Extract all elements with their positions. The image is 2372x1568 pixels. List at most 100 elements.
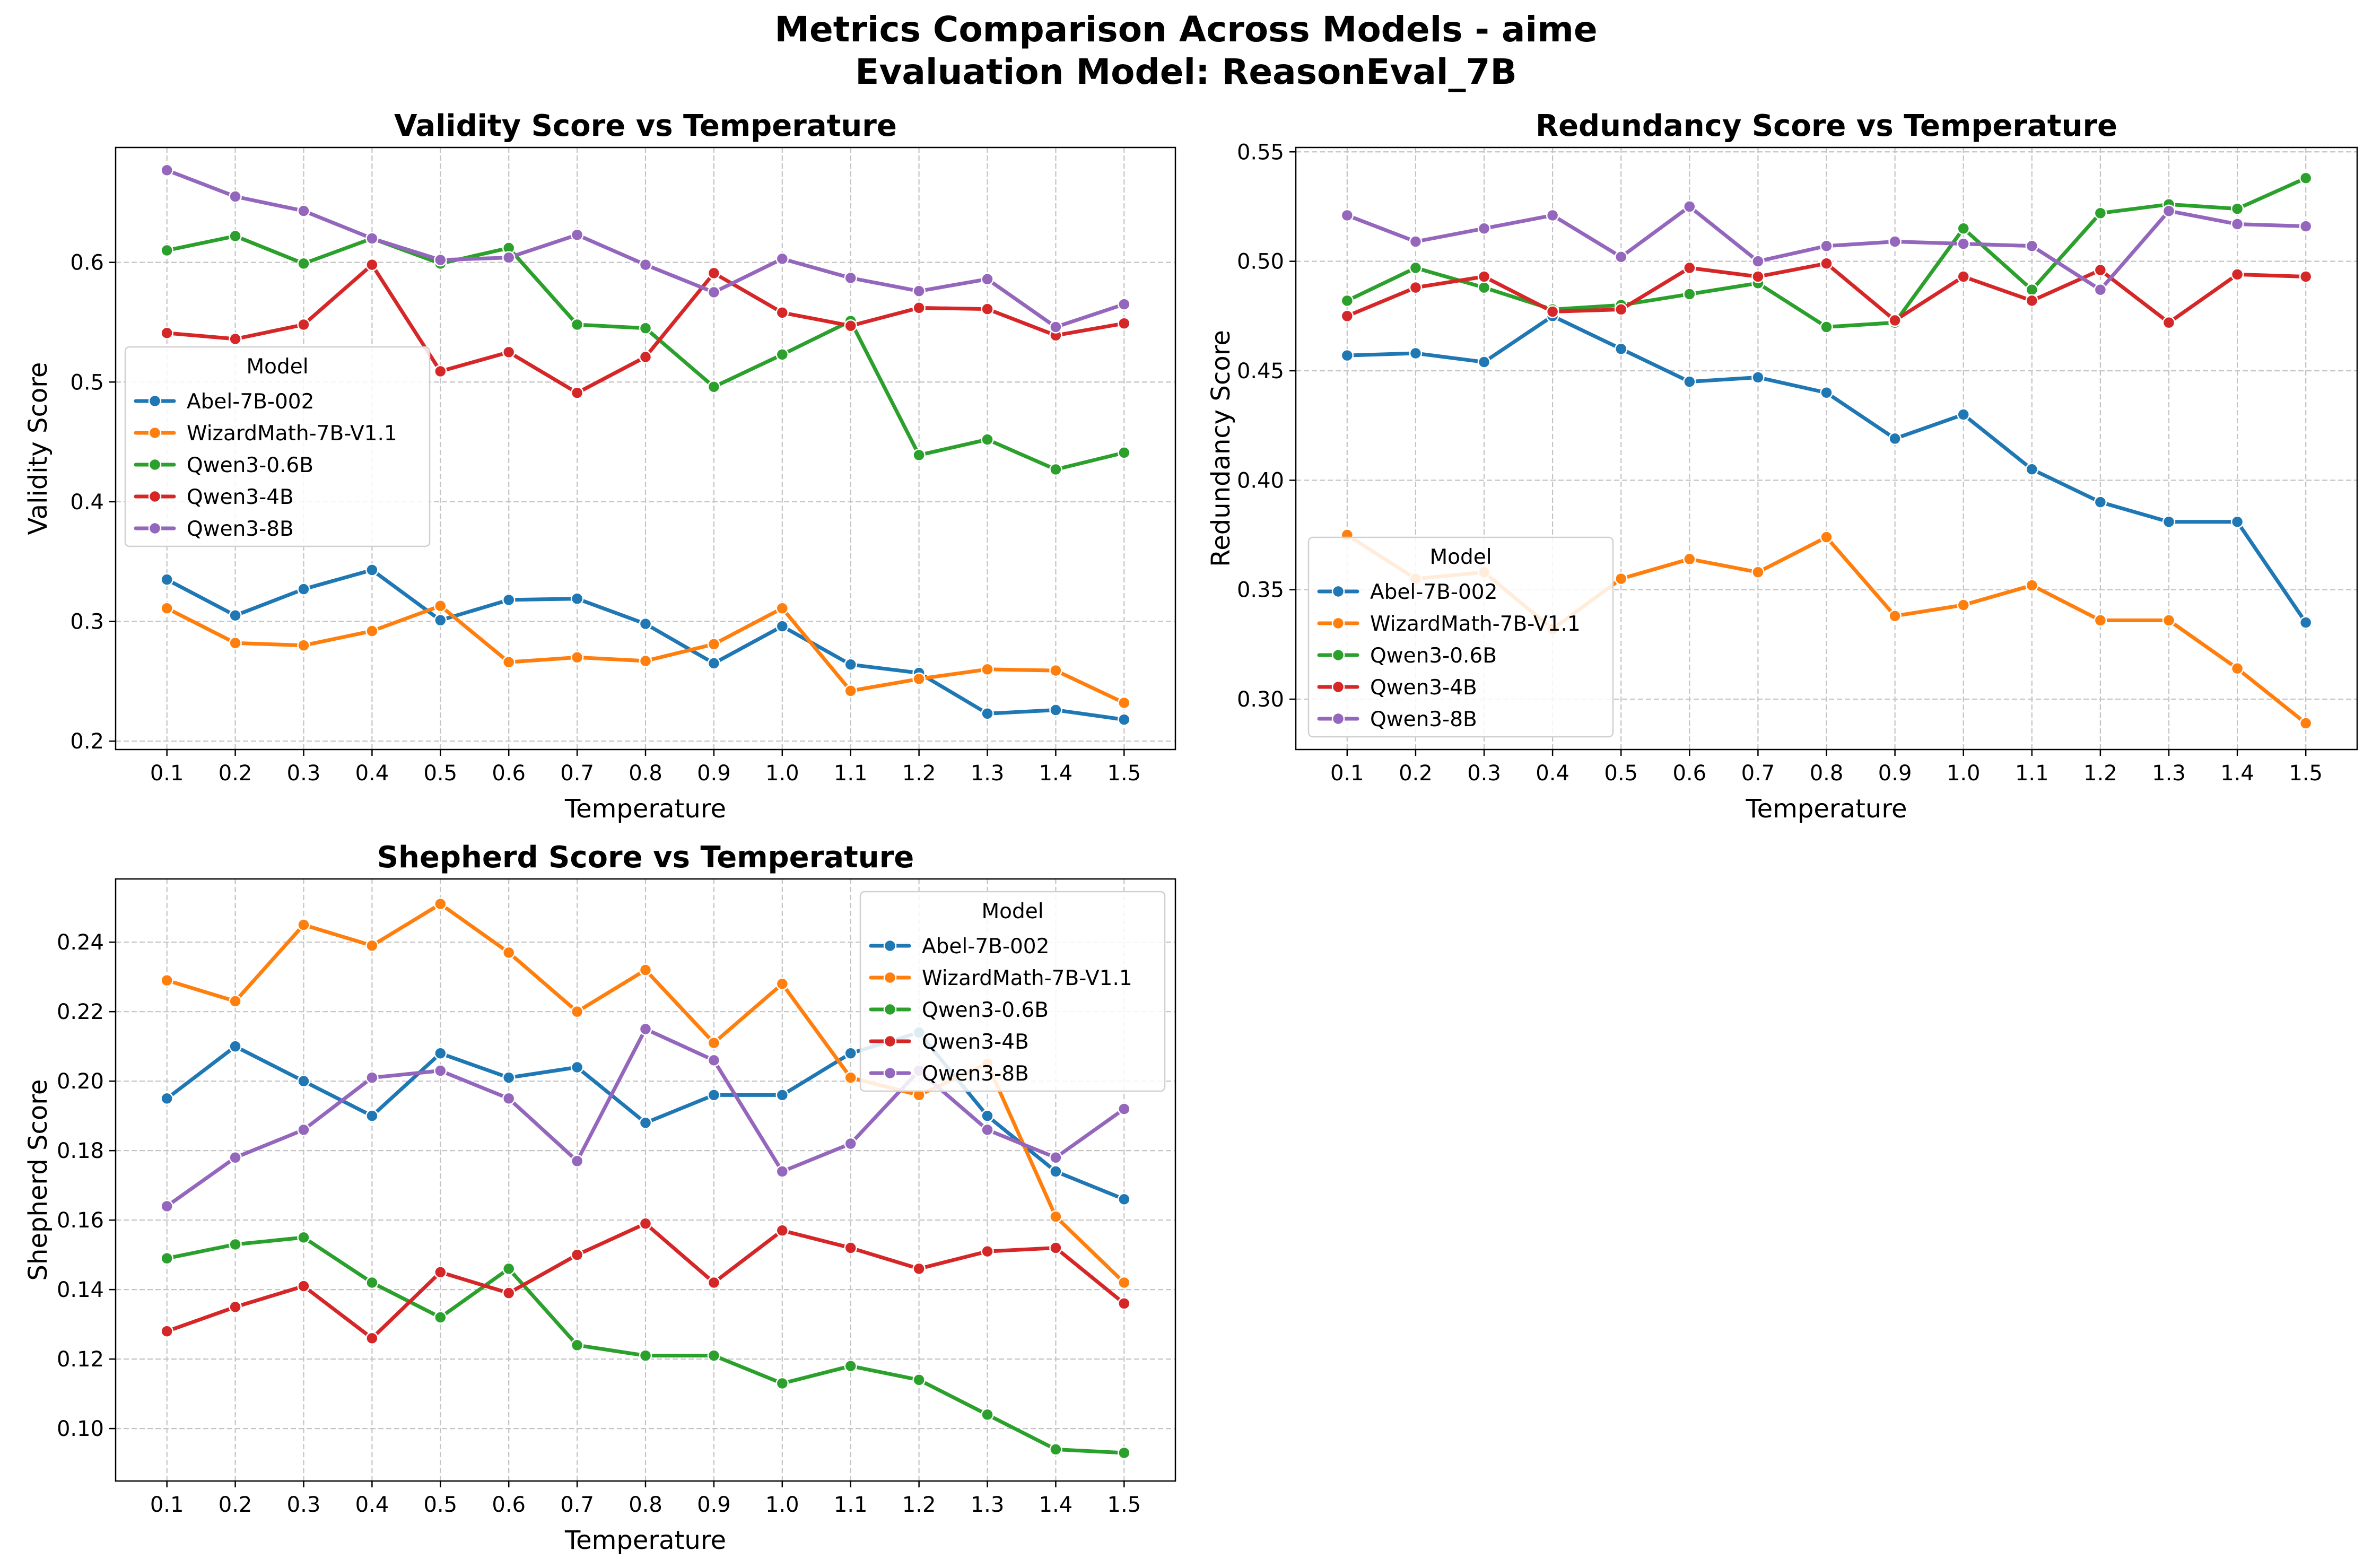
data-point [844, 1137, 857, 1151]
data-point [502, 593, 516, 607]
data-point [365, 624, 379, 638]
x-tick-label: 0.6 [1672, 761, 1706, 786]
data-point [2299, 220, 2313, 233]
subplot-1: 0.1 0.2 0.3 0.4 0.5 0.6 0.7 0.8 0.9 1.0 1.1 1.2 1.3 1… [23, 109, 1176, 824]
data-point [434, 1266, 447, 1279]
legend-label: Qwen3-0.6B [187, 454, 313, 477]
data-point [912, 1373, 926, 1387]
legend-item: Qwen3-0.6B [134, 454, 313, 477]
data-point [639, 1116, 652, 1130]
data-point [1683, 261, 1696, 275]
data-point [639, 1217, 652, 1230]
x-tick-label: 0.8 [629, 1493, 662, 1517]
data-point [1751, 255, 1765, 268]
data-point [434, 253, 447, 267]
data-point [1049, 1151, 1062, 1164]
data-point [1477, 355, 1491, 369]
data-point [160, 1325, 173, 1338]
legend-label: Qwen3-0.6B [1370, 644, 1497, 668]
series-qwen3-8b [1340, 200, 2313, 297]
legend-marker [883, 1003, 897, 1016]
data-point [1118, 317, 1131, 330]
data-point [1477, 281, 1491, 294]
data-point [570, 651, 584, 664]
data-point [229, 995, 242, 1008]
data-point [707, 266, 721, 280]
data-point [2230, 515, 2244, 529]
y-tick-label: 0.45 [1237, 359, 1284, 384]
legend-marker [883, 1066, 897, 1080]
legend-box [124, 346, 431, 547]
x-tick-label: 0.9 [1878, 761, 1912, 786]
data-point [1614, 250, 1628, 264]
legend-marker [148, 521, 162, 535]
data-point [1683, 552, 1696, 566]
legend-item: Abel-7B-002 [1317, 580, 1497, 604]
x-tick-label: 1.0 [765, 1493, 799, 1517]
data-point [2094, 206, 2107, 220]
data-point [1683, 288, 1696, 301]
legend-item: WizardMath-7B-V1.1 [1317, 612, 1581, 636]
legend-label: Qwen3-8B [187, 517, 294, 541]
figure-title-line-2: Evaluation Model: ReasonEval_7B [855, 51, 1517, 92]
data-point [570, 1338, 584, 1352]
data-point [365, 1331, 379, 1345]
data-point [229, 190, 242, 203]
data-point [229, 1300, 242, 1314]
series-qwen3-8b [160, 163, 1131, 334]
data-point [570, 1248, 584, 1261]
y-tick-label: 0.16 [57, 1208, 104, 1233]
data-point [297, 318, 310, 332]
data-point [844, 1071, 857, 1084]
data-point [2025, 579, 2039, 592]
x-tick-label: 1.4 [2220, 761, 2254, 786]
data-point [297, 1279, 310, 1293]
y-tick-label: 0.50 [1237, 250, 1284, 274]
data-point [844, 1241, 857, 1255]
data-point [229, 609, 242, 622]
legend-label: Qwen3-8B [1370, 708, 1477, 731]
data-point [160, 1092, 173, 1105]
legend-marker [148, 426, 162, 440]
data-point [2025, 463, 2039, 476]
data-point [570, 318, 584, 332]
series-qwen3-8b [160, 1022, 1131, 1213]
x-tick-label: 1.2 [2083, 761, 2117, 786]
x-tick-label: 0.8 [1810, 761, 1844, 786]
data-point [2299, 717, 2313, 730]
data-point [434, 1311, 447, 1324]
data-point [1118, 1276, 1131, 1290]
data-point [502, 345, 516, 359]
subplot-title: Redundancy Score vs Temperature [1536, 109, 2117, 143]
y-axis-label: Validity Score [23, 362, 53, 535]
data-point [297, 639, 310, 652]
data-point [1683, 200, 1696, 213]
x-tick-label: 1.5 [1107, 1493, 1141, 1517]
legend-label: Qwen3-4B [922, 1030, 1029, 1054]
figure-title-line-1: Metrics Comparison Across Models - aime [774, 9, 1598, 50]
data-point [1888, 235, 1902, 248]
data-point [1888, 432, 1902, 446]
data-point [912, 672, 926, 686]
subplot-title: Validity Score vs Temperature [394, 109, 897, 143]
data-point [707, 638, 721, 651]
data-point [775, 1224, 789, 1238]
data-point [570, 1154, 584, 1168]
data-point [1118, 1102, 1131, 1116]
data-point [2299, 171, 2313, 185]
x-axis-label: Temperature [564, 1526, 726, 1555]
data-point [1340, 309, 1354, 323]
data-point [775, 620, 789, 633]
y-tick-label: 0.18 [57, 1139, 104, 1163]
data-point [1340, 208, 1354, 222]
data-point [1614, 342, 1628, 355]
data-point [1820, 257, 1833, 270]
data-point [1957, 237, 1970, 250]
data-point [502, 251, 516, 264]
legend-marker [1331, 712, 1345, 726]
data-point [1118, 696, 1131, 710]
x-tick-label: 1.3 [971, 1493, 1005, 1517]
data-point [1888, 609, 1902, 623]
legend-item: Qwen3-0.6B [1317, 644, 1497, 668]
